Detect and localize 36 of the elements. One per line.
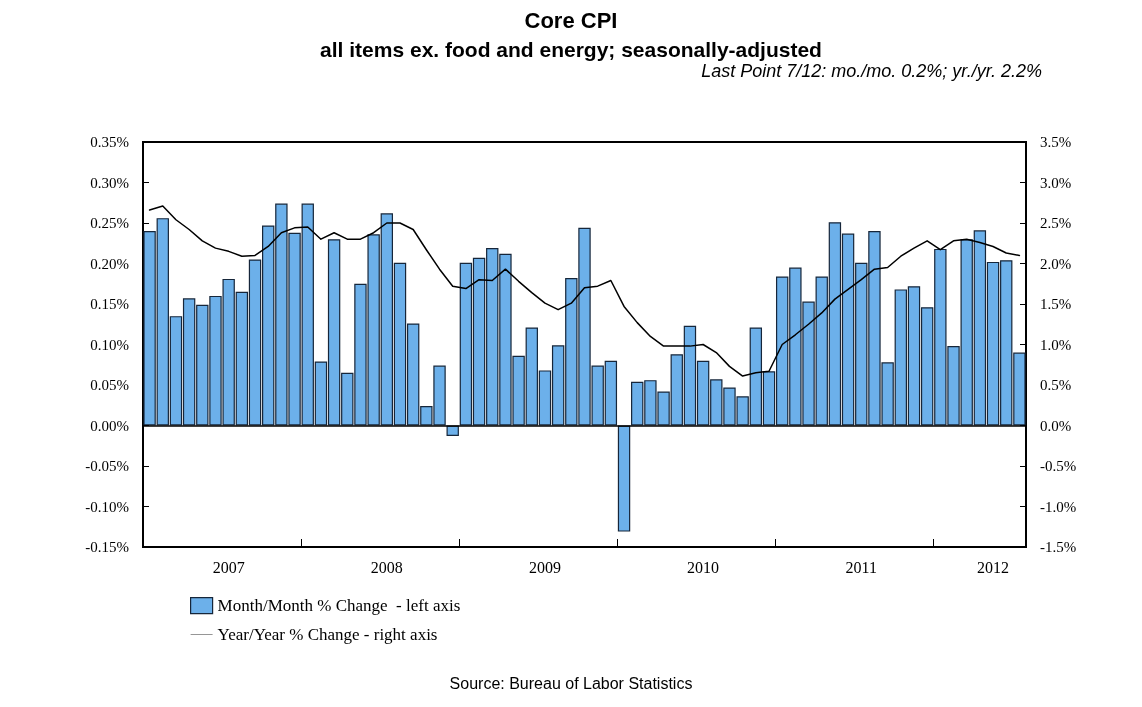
y2-tick-label: 0.0% (1040, 417, 1072, 434)
x-tick-label: 2012 (977, 558, 1010, 576)
text: Last Point 7/12: mo./mo. 0.2%; yr./yr. 2.2% (701, 61, 1043, 81)
y-tick-label: 0.25% (90, 215, 129, 231)
y-tick-label: 0.05% (90, 377, 129, 393)
legend-label: Month/Month % Change - left axis (217, 596, 461, 616)
y-tick-label: 0.10% (90, 336, 129, 353)
y2-tick-label: 3.0% (1040, 174, 1072, 191)
x-tick-label: 2010 (687, 558, 720, 576)
x-tick-label: 2008 (370, 558, 403, 576)
y2-tick-label: -0.5% (1040, 458, 1077, 474)
y2-tick-label: 0.5% (1040, 377, 1072, 393)
y2-tick-label: -1.5% (1040, 539, 1077, 555)
y-tick-label: -0.05% (85, 458, 129, 474)
x-tick-label: 2007 (212, 558, 245, 576)
y-tick-label: 0.30% (90, 174, 129, 191)
chart-subtitle: all items ex. food and energy; seasonally-adjusted (320, 38, 822, 61)
line-series (148, 205, 1021, 377)
y2-tick-label: -1.0% (1040, 498, 1077, 515)
y-tick-label: -0.10% (85, 498, 129, 515)
y2-tick-label: 2.5% (1040, 215, 1072, 231)
x-tick-label: 2009 (528, 558, 561, 576)
chart-title: Core CPI (524, 7, 618, 33)
y-tick-label: 0.15% (90, 296, 129, 312)
y2-tick-label: 2.0% (1040, 255, 1072, 272)
y-tick-label: 0.00% (90, 417, 129, 434)
y-tick-label: -0.15% (85, 539, 129, 555)
y-tick-label: 0.20% (90, 255, 129, 272)
bar (617, 425, 631, 532)
legend-label: Year/Year % Change - right axis (217, 625, 438, 645)
source-note: Source: Bureau of Labor Statistics (449, 674, 693, 692)
y2-tick-label: 1.5% (1040, 296, 1072, 312)
y2-tick-label: 3.5% (1040, 134, 1072, 150)
x-tick-label: 2011 (845, 558, 877, 576)
y2-tick-label: 1.0% (1040, 336, 1072, 353)
y-tick-label: 0.35% (90, 134, 129, 150)
